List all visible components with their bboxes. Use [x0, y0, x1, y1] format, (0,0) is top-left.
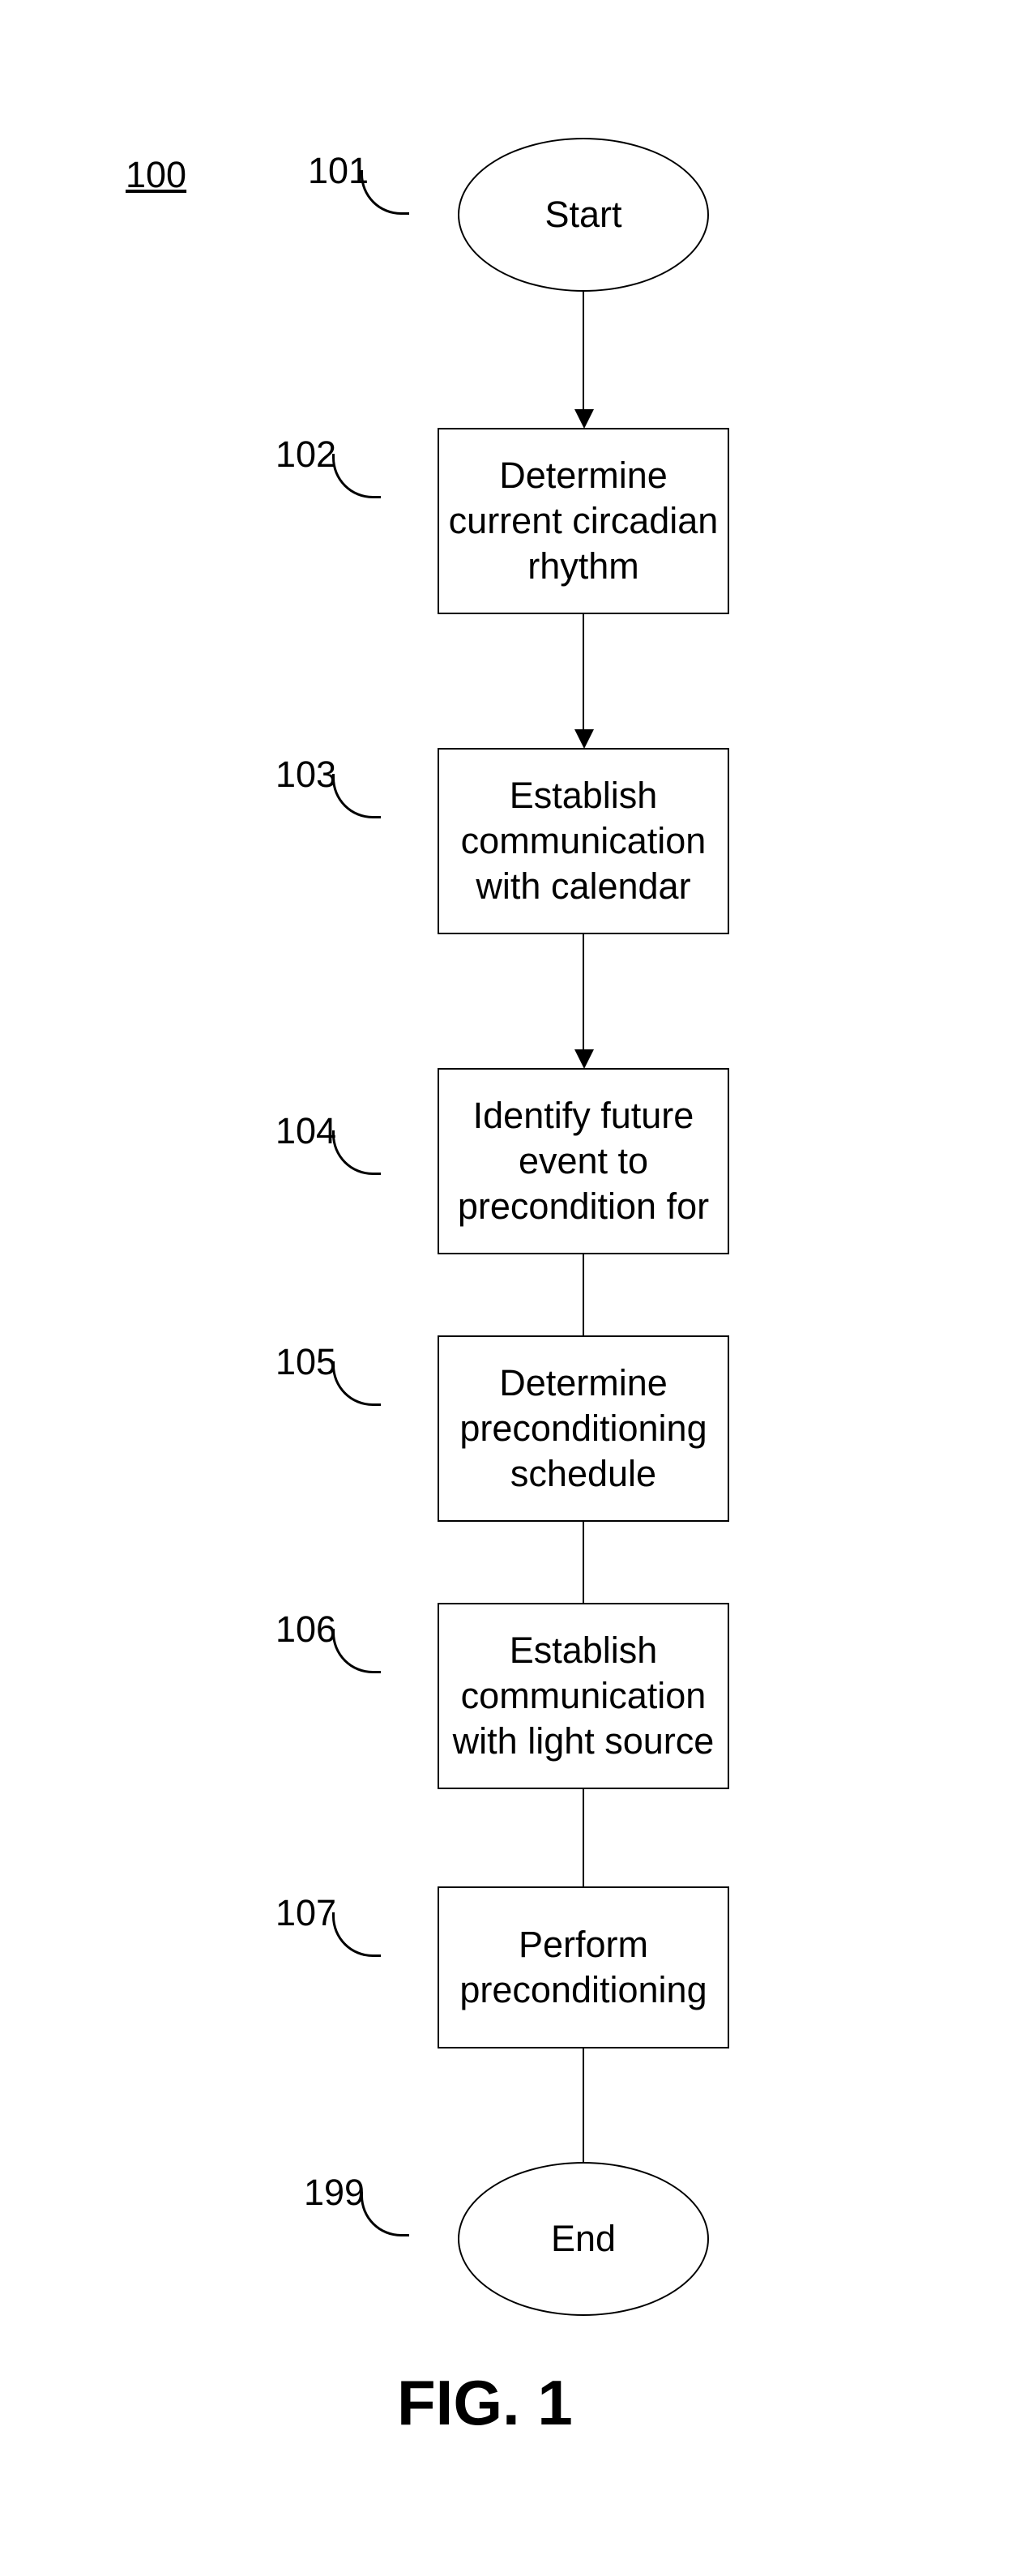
node-105: Determine preconditioning schedule	[438, 1335, 729, 1522]
node-end: End	[458, 2162, 709, 2316]
figure-number: 100	[126, 154, 186, 196]
callout-105	[332, 1361, 381, 1406]
node-104-text: Identify future event to precondition fo…	[447, 1093, 720, 1230]
label-104: 104	[275, 1110, 336, 1152]
callout-107	[332, 1912, 381, 1957]
figure-caption: FIG. 1	[397, 2366, 573, 2440]
node-107: Perform preconditioning	[438, 1886, 729, 2048]
connector-106-107	[583, 1789, 584, 1886]
node-102: Determine current circadian rhythm	[438, 428, 729, 614]
connector-107-199	[583, 2048, 584, 2162]
connector-101-102	[583, 292, 584, 409]
node-103: Establish communication with calendar	[438, 748, 729, 934]
connector-103-104	[583, 934, 584, 1052]
callout-106	[332, 1629, 381, 1673]
label-101: 101	[308, 150, 369, 192]
callout-102	[332, 454, 381, 498]
label-105: 105	[275, 1341, 336, 1383]
label-103: 103	[275, 754, 336, 796]
label-106: 106	[275, 1608, 336, 1651]
callout-101	[361, 170, 409, 215]
connector-105-106	[583, 1522, 584, 1603]
callout-103	[332, 774, 381, 818]
label-102: 102	[275, 434, 336, 476]
node-start-text: Start	[544, 194, 621, 236]
arrow-103-104	[574, 1049, 594, 1069]
node-end-text: End	[551, 2218, 616, 2260]
callout-199	[361, 2192, 409, 2236]
label-199: 199	[304, 2172, 365, 2214]
connector-102-103	[583, 614, 584, 732]
node-106: Establish communication with light sourc…	[438, 1603, 729, 1789]
arrow-102-103	[574, 729, 594, 749]
node-104: Identify future event to precondition fo…	[438, 1068, 729, 1254]
node-start: Start	[458, 138, 709, 292]
node-105-text: Determine preconditioning schedule	[447, 1361, 720, 1497]
arrow-101-102	[574, 409, 594, 429]
node-106-text: Establish communication with light sourc…	[447, 1628, 720, 1765]
node-102-text: Determine current circadian rhythm	[447, 453, 720, 590]
callout-104	[332, 1130, 381, 1175]
label-107: 107	[275, 1892, 336, 1934]
node-103-text: Establish communication with calendar	[447, 773, 720, 910]
connector-104-105	[583, 1254, 584, 1335]
node-107-text: Perform preconditioning	[447, 1922, 720, 2014]
